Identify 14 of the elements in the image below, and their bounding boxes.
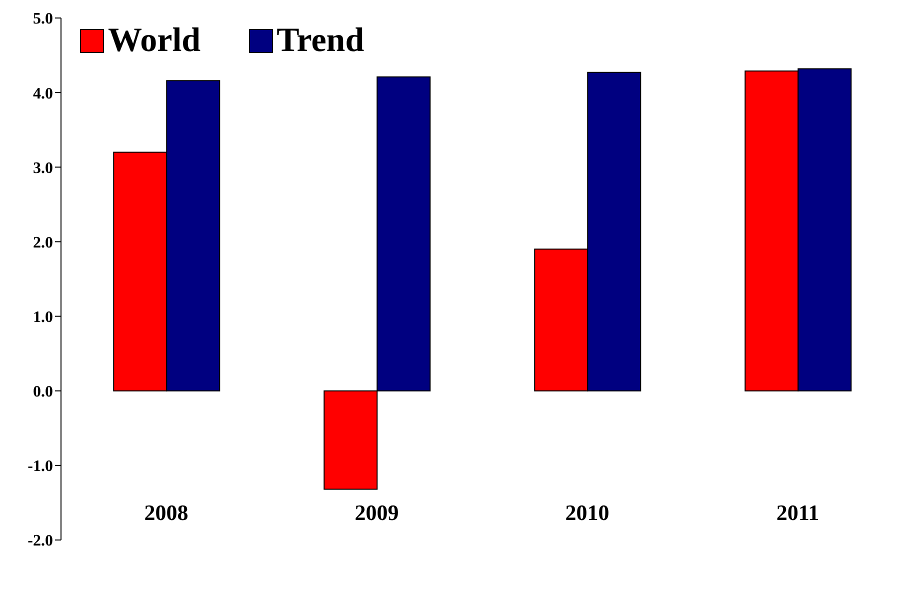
x-tick-label: 2008 xyxy=(144,500,188,525)
x-tick-label: 2010 xyxy=(565,500,610,525)
legend-label: Trend xyxy=(276,22,364,60)
x-tick-label: 2009 xyxy=(354,500,399,525)
y-tick-label: -2.0 xyxy=(28,532,53,550)
y-tick-label: 1.0 xyxy=(33,308,53,326)
y-tick-label: 3.0 xyxy=(33,160,53,177)
y-tick-label: 4.0 xyxy=(33,85,53,102)
legend-label: World xyxy=(108,22,201,60)
x-tick-label: 2011 xyxy=(776,500,820,525)
y-tick-label: -1.0 xyxy=(28,458,53,476)
y-tick-label: 0.0 xyxy=(33,384,53,401)
y-tick-label: 2.0 xyxy=(33,234,53,252)
y-tick-label: 5.0 xyxy=(33,10,53,28)
